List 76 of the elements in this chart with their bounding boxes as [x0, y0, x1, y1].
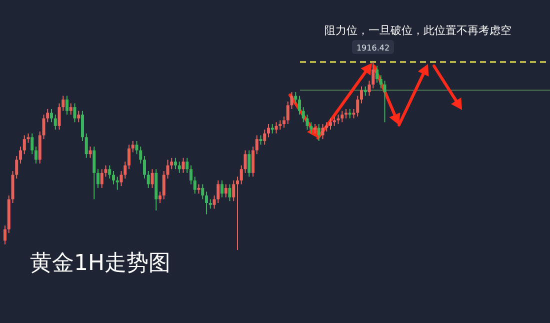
candlestick: [340, 110, 344, 123]
candlestick: [201, 184, 204, 200]
candlestick: [383, 80, 386, 123]
candlestick: [112, 170, 115, 185]
candlestick: [278, 120, 282, 130]
candlestick: [364, 86, 367, 96]
candlestick: [30, 132, 34, 155]
candlestick: [197, 184, 200, 194]
candlestick: [162, 170, 166, 200]
candlestick: [220, 180, 224, 198]
candlestick: [182, 157, 185, 174]
candlestick: [150, 168, 154, 188]
candlestick: [96, 168, 100, 188]
candlestick: [128, 144, 130, 170]
candlestick: [259, 134, 262, 146]
candlestick: [286, 100, 290, 125]
candlestick: [84, 132, 88, 158]
candlestick: [4, 225, 6, 245]
candlestick: [290, 92, 294, 110]
candlestick: [317, 124, 320, 142]
candlestick: [302, 106, 305, 123]
candlestick: [146, 170, 150, 188]
candlestick: [298, 95, 301, 116]
candlestick: [248, 150, 251, 178]
candlestick: [88, 146, 92, 158]
candlestick: [166, 159, 170, 180]
candlestick: [282, 116, 286, 128]
candlestick: [306, 114, 309, 130]
candlestick: [174, 157, 177, 170]
candlestick: [336, 114, 340, 125]
candlestick: [274, 122, 278, 134]
candlestick: [26, 132, 30, 144]
candlestick: [255, 134, 258, 155]
candlestick: [329, 118, 332, 130]
candlestick: [190, 164, 192, 185]
text: 阻力位，一旦破位，此位置不再考虑空: [324, 24, 512, 37]
candlestick: [294, 92, 298, 104]
candlestick: [22, 134, 26, 155]
candlestick: [158, 191, 162, 204]
candlestick: [379, 74, 382, 89]
candlestick: [205, 191, 208, 215]
candlestick: [19, 146, 22, 164]
text: 1916.42: [356, 44, 390, 52]
candlestick: [92, 146, 96, 200]
text: 黄金1H走势图: [30, 251, 171, 276]
candlestick: [252, 146, 254, 178]
candlestick: [54, 114, 57, 130]
candlestick: [178, 161, 181, 174]
candlestick: [77, 110, 80, 123]
candlestick: [356, 95, 360, 118]
candlestick: [228, 184, 232, 202]
candlestick: [116, 176, 119, 190]
candlestick: [236, 176, 239, 250]
candlestick: [104, 164, 108, 178]
candlestick: [208, 198, 212, 210]
candlestick: [224, 184, 228, 198]
candlestick: [131, 140, 134, 153]
candlestick: [69, 102, 72, 116]
candlestick: [321, 124, 324, 140]
candlestick: [100, 168, 104, 188]
candlestick: [232, 180, 236, 202]
candlestick: [186, 157, 189, 174]
candlestick: [73, 102, 76, 123]
candlestick: [66, 95, 68, 116]
candlestick: [193, 176, 196, 194]
candlestick: [50, 108, 53, 123]
candlestick: [263, 129, 266, 146]
candlestick: [34, 146, 38, 164]
candlestick: [81, 110, 84, 142]
candlestick: [267, 124, 270, 138]
candlestick: [108, 164, 112, 180]
candlestick: [143, 156, 146, 180]
candlestick: [360, 86, 363, 104]
candlestick: [376, 65, 378, 84]
candlestick: [240, 164, 243, 185]
candlestick: [244, 150, 247, 174]
